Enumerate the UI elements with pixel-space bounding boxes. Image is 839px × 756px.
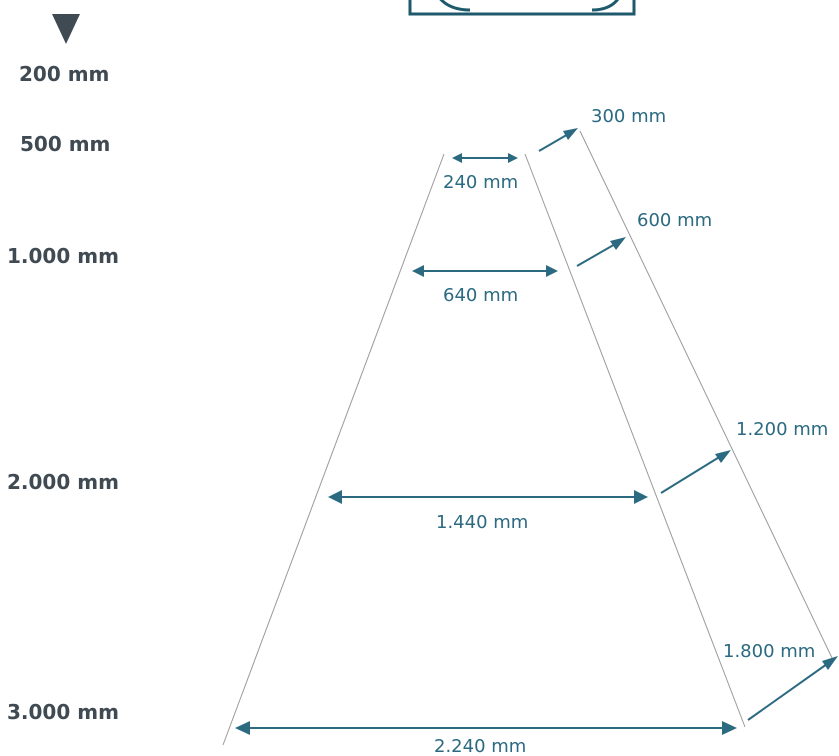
offset-label-1200: 1.200 mm bbox=[736, 419, 828, 440]
width-label-640: 640 mm bbox=[443, 285, 518, 306]
depth-label-2000: 2.000 mm bbox=[7, 470, 119, 494]
width-label-240: 240 mm bbox=[443, 172, 518, 193]
offset-arrow-300 bbox=[538, 128, 578, 152]
down-triangle-icon bbox=[52, 14, 80, 44]
top-box-icon bbox=[408, 0, 636, 16]
offset-arrow-1200 bbox=[660, 450, 731, 494]
depth-label-1000: 1.000 mm bbox=[7, 244, 119, 268]
width-dimension-2240 bbox=[235, 721, 737, 735]
beam-left-edge bbox=[222, 153, 445, 746]
depth-label-3000: 3.000 mm bbox=[7, 700, 119, 724]
depth-label-500: 500 mm bbox=[20, 132, 110, 156]
offset-arrow-1800 bbox=[747, 656, 838, 721]
width-dimension-240 bbox=[452, 153, 518, 163]
width-label-1440: 1.440 mm bbox=[436, 512, 528, 533]
offset-label-600: 600 mm bbox=[637, 210, 712, 231]
width-dimension-1440 bbox=[328, 490, 648, 504]
beam-inner-right-edge bbox=[524, 153, 746, 728]
width-dimension-640 bbox=[412, 265, 558, 277]
offset-label-1800: 1.800 mm bbox=[723, 641, 815, 662]
depth-label-200: 200 mm bbox=[19, 62, 109, 86]
width-label-2240: 2.240 mm bbox=[434, 736, 526, 756]
offset-label-300: 300 mm bbox=[591, 106, 666, 127]
beam-outer-right-edge bbox=[579, 130, 834, 661]
offset-arrow-600 bbox=[576, 237, 626, 267]
